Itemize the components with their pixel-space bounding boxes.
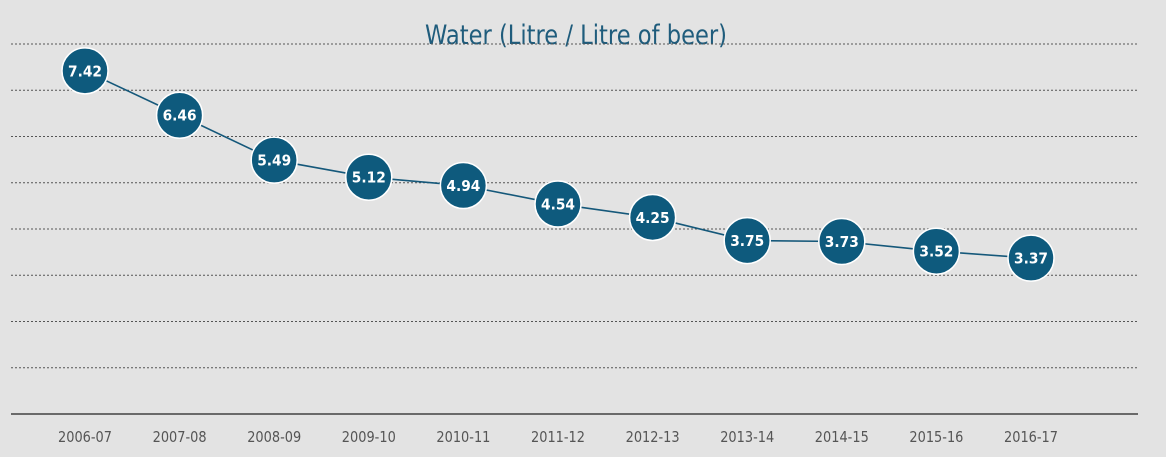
- x-axis-tick-labels: 2006-07 2007-08 2008-09 2009-10 2010-11 2011-…: [58, 428, 1058, 446]
- data-point-marker: [155, 91, 204, 139]
- data-point: 4.54: [534, 180, 582, 228]
- data-point-marker: [534, 180, 582, 228]
- x-tick-label: 2014-15: [815, 428, 869, 446]
- x-tick-label: 2008-09: [247, 428, 301, 446]
- x-tick-label: 2006-07: [58, 428, 112, 446]
- data-label: 5.12: [352, 169, 386, 187]
- data-label: 4.94: [446, 177, 480, 195]
- data-point-marker: [250, 136, 298, 184]
- x-tick-label: 2015-16: [909, 428, 963, 446]
- data-label: 6.46: [163, 107, 197, 125]
- series-line: [84, 70, 1032, 259]
- data-label: 3.75: [730, 232, 764, 250]
- data-point: 5.12: [345, 153, 393, 201]
- data-label: 3.52: [919, 243, 953, 261]
- data-label: 4.25: [636, 209, 670, 227]
- data-point: 7.42: [61, 47, 109, 95]
- x-tick-label: 2012-13: [626, 428, 680, 446]
- data-point-marker: [628, 193, 677, 242]
- data-point: 3.52: [912, 227, 961, 275]
- data-point-marker: [723, 216, 771, 265]
- data-label: 3.37: [1014, 250, 1048, 268]
- data-point-marker: [345, 153, 393, 201]
- x-tick-label: 2010-11: [436, 428, 490, 446]
- x-tick-label: 2009-10: [342, 428, 396, 446]
- data-point: 4.25: [628, 193, 677, 242]
- data-point-marker: [61, 47, 109, 95]
- data-label: 7.42: [68, 62, 102, 80]
- x-tick-label: 2007-08: [153, 428, 207, 446]
- data-point-marker: [818, 217, 866, 266]
- chart-title: Water (Litre / Litre of beer): [425, 20, 727, 51]
- data-label: 5.49: [257, 152, 291, 170]
- data-point-marker: [439, 161, 488, 210]
- data-points: 7.42 6.46 5.49 5.12 4.94 4.54 4.25 3.75 3.73 3.52…: [61, 47, 1055, 282]
- data-point-marker: [912, 227, 961, 275]
- x-tick-label: 2016-17: [1004, 428, 1058, 446]
- x-tick-label: 2013-14: [720, 428, 774, 446]
- data-label: 3.73: [825, 233, 859, 251]
- data-point: 3.75: [723, 216, 771, 265]
- data-point-marker: [1007, 234, 1055, 282]
- data-point: 5.49: [250, 136, 298, 184]
- data-point: 6.46: [155, 91, 204, 139]
- data-point: 4.94: [439, 161, 488, 210]
- data-label: 4.54: [541, 196, 575, 214]
- data-point: 3.37: [1007, 234, 1055, 282]
- data-point: 3.73: [818, 217, 866, 266]
- x-tick-label: 2011-12: [531, 428, 585, 446]
